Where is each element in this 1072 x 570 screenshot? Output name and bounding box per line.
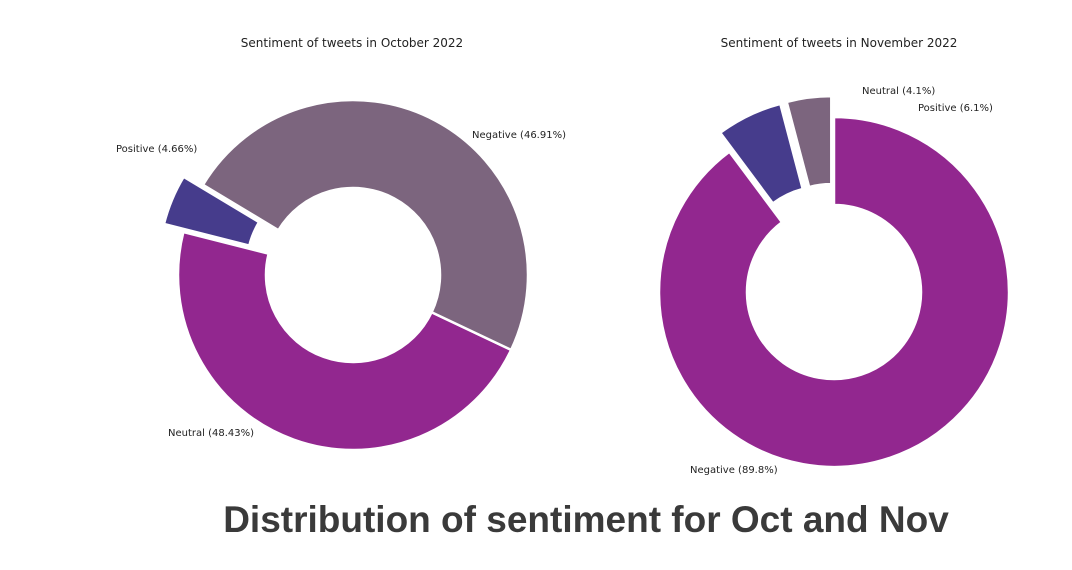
october-chart: Sentiment of tweets in October 2022 Posi… [116, 36, 566, 452]
november-chart: Sentiment of tweets in November 2022 Neu… [657, 36, 1011, 476]
november-slices [657, 94, 1011, 469]
october-negative-label: Negative (46.91%) [472, 130, 566, 141]
october-neutral-label: Neutral (48.43%) [168, 428, 254, 439]
november-positive-slice [718, 102, 804, 205]
october-chart-title: Sentiment of tweets in October 2022 [241, 36, 463, 50]
november-positive-label: Positive (6.1%) [918, 103, 993, 114]
october-neutral-slice [201, 98, 530, 352]
november-neutral-label: Neutral (4.1%) [862, 86, 935, 97]
october-positive-slice [162, 175, 261, 247]
november-negative-slice [657, 115, 1011, 469]
october-positive-label: Positive (4.66%) [116, 144, 197, 155]
october-slices [162, 98, 530, 452]
figure-caption: Distribution of sentiment for Oct and No… [223, 499, 949, 540]
october-negative-slice [176, 230, 513, 452]
november-neutral-slice [785, 94, 833, 189]
charts-canvas: Sentiment of tweets in October 2022 Posi… [116, 36, 1011, 476]
november-negative-label: Negative (89.8%) [690, 465, 778, 476]
november-chart-title: Sentiment of tweets in November 2022 [721, 36, 958, 50]
